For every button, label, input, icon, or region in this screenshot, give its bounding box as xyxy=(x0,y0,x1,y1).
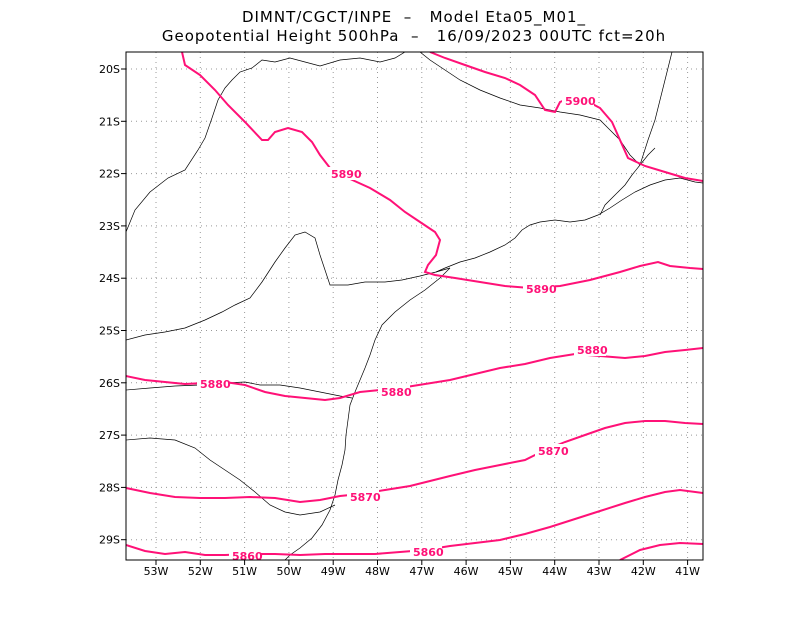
contour-label: 5870 xyxy=(350,491,381,504)
lon-tick-label: 46W xyxy=(454,565,479,578)
lon-tick-label: 41W xyxy=(675,565,700,578)
state-border-sp-pr xyxy=(126,231,451,341)
axis-ticks xyxy=(121,68,689,565)
lon-tick-label: 47W xyxy=(409,565,434,578)
lon-tick-label: 43W xyxy=(587,565,612,578)
contour-label: 5900 xyxy=(565,95,596,108)
lon-tick-label: 49W xyxy=(321,565,346,578)
chart-title-line2: Geopotential Height 500hPa – 16/09/2023 … xyxy=(161,27,667,45)
coast-south xyxy=(284,267,451,560)
contour-label: 5880 xyxy=(200,378,231,391)
lon-tick-label: 48W xyxy=(365,565,390,578)
contour-label: 5880 xyxy=(577,344,608,357)
contour-label: 5860 xyxy=(413,546,444,559)
plot-frame xyxy=(125,51,704,561)
lat-tick-label: 25S xyxy=(99,325,120,338)
lon-tick-label: 42W xyxy=(631,565,656,578)
lat-tick-label: 22S xyxy=(99,168,120,181)
contour-label: 5890 xyxy=(526,283,557,296)
lat-tick-label: 26S xyxy=(99,377,120,390)
axis-tick-labels: 53W 52W 51W 50W 49W 48W 47W 46W 45W 44W 43W 42W 41W 2… xyxy=(99,63,700,578)
coastline-and-borders xyxy=(126,52,703,560)
contour-label: 5880 xyxy=(381,386,412,399)
lat-tick-label: 24S xyxy=(99,272,120,285)
lat-tick-label: 29S xyxy=(99,534,120,547)
contour-label: 5870 xyxy=(538,445,569,458)
lat-tick-label: 28S xyxy=(99,481,120,494)
contour-5900-north xyxy=(429,52,703,182)
chart-title-line1: DIMNT/CGCT/INPE – Model Eta05_M01_ xyxy=(241,8,587,26)
contour-5890-upper xyxy=(181,52,703,290)
contour-label: 5890 xyxy=(331,168,362,181)
coast-es xyxy=(639,52,673,166)
lat-tick-label: 21S xyxy=(99,115,120,128)
lon-tick-label: 50W xyxy=(276,565,301,578)
contour-5880 xyxy=(126,347,703,402)
lon-tick-label: 52W xyxy=(188,565,213,578)
state-border-pr-sc xyxy=(126,381,353,399)
lon-tick-label: 51W xyxy=(232,565,257,578)
lat-tick-label: 27S xyxy=(99,429,120,442)
lat-tick-label: 20S xyxy=(99,63,120,76)
contours xyxy=(126,52,703,560)
contour-5870 xyxy=(126,420,703,504)
lon-tick-label: 45W xyxy=(498,565,523,578)
lat-tick-label: 23S xyxy=(99,220,120,233)
lon-tick-label: 44W xyxy=(542,565,567,578)
contour-label: 5860 xyxy=(232,550,263,563)
state-border-north xyxy=(126,52,406,233)
coast-rj xyxy=(599,147,656,216)
state-border-sc-rs xyxy=(126,437,336,516)
contour-5860-lower xyxy=(619,541,703,560)
grid-lines xyxy=(126,52,703,560)
coast-sp xyxy=(435,177,703,273)
state-border-mg xyxy=(419,52,641,166)
contour-labels: 5900 5890 5890 5880 5880 5880 5870 5870 … xyxy=(197,94,608,563)
lon-tick-label: 53W xyxy=(144,565,169,578)
